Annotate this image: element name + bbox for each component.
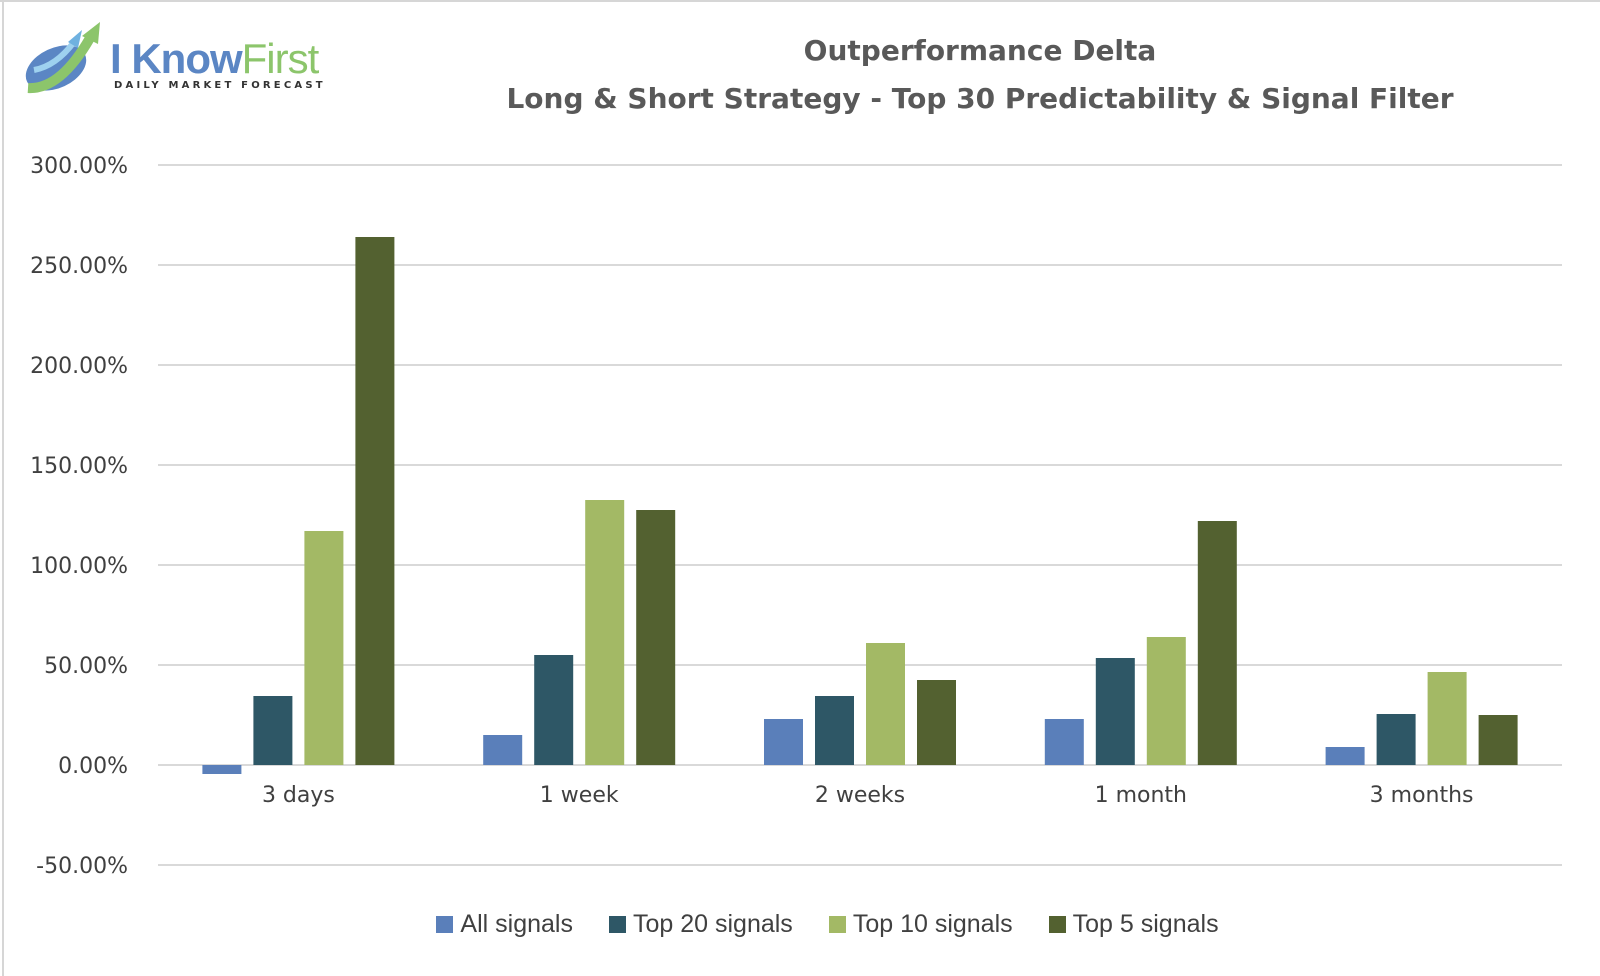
y-tick-label: 0.00% [58,754,128,779]
rising-arrow-logo-icon [25,22,100,94]
x-tick-label: 2 weeks [815,783,905,808]
logo-tagline: DAILY MARKET FORECAST [114,80,326,91]
y-tick-label: 250.00% [30,254,128,279]
bar-top-10-signals-1-month [1146,637,1186,765]
legend: All signals Top 20 signals Top 10 signals T… [0,910,1600,939]
y-axis-ticks: 300.00% 250.00% 200.00% 150.00% 100.00% 50.00… [30,154,128,879]
x-tick-label: 3 days [262,783,335,808]
y-tick-label: 200.00% [30,354,128,379]
bar-top-5-signals-3-months [1478,715,1518,765]
bar-top-10-signals-1-week [585,500,625,765]
x-tick-label: 3 months [1370,783,1474,808]
sheet-gridline-left [2,0,4,976]
chart-title: Outperformance Delta [803,34,1157,67]
i-know-first-logo: I KnowFirst DAILY MARKET FORECAST [20,18,380,102]
bar-top-20-signals-3-days [253,696,293,765]
bar-top-20-signals-1-week [534,655,574,765]
bar-all-signals-1-month [1044,719,1084,765]
y-tick-label: 300.00% [30,154,128,179]
bar-all-signals-1-week [483,735,523,765]
bar-top-5-signals-1-month [1197,521,1237,765]
legend-label: Top 20 signals [632,910,793,938]
bar-top-20-signals-1-month [1095,658,1135,765]
logo-wordmark-first: First [241,35,320,82]
bar-top-10-signals-3-days [304,531,344,765]
chart-subtitle: Long & Short Strategy - Top 30 Predictab… [506,82,1454,115]
bar-top-10-signals-2-weeks [866,643,905,765]
logo-wordmark-know: I Know [110,35,243,82]
legend-label: All signals [460,910,573,938]
x-tick-label: 1 month [1095,783,1187,808]
bars [202,237,1518,774]
legend-swatch [608,916,626,933]
bar-top-5-signals-2-weeks [917,680,956,765]
bar-all-signals-3-days [202,765,242,774]
legend-label: Top 10 signals [852,910,1013,938]
legend-item: All signals [436,910,573,939]
y-tick-label: 100.00% [30,554,128,579]
logo-wordmark: I KnowFirst [110,35,320,82]
legend-item: Top 20 signals [608,910,793,939]
bar-all-signals-2-weeks [764,719,803,765]
bar-top-5-signals-3-days [355,237,395,765]
x-tick-label: 1 week [540,783,619,808]
bar-top-10-signals-3-months [1427,672,1467,765]
bar-top-20-signals-3-months [1376,714,1416,765]
legend-item: Top 5 signals [1048,910,1219,939]
legend-item: Top 10 signals [828,910,1013,939]
legend-swatch [1048,916,1066,933]
bar-top-5-signals-1-week [636,510,676,765]
y-tick-label: 150.00% [30,454,128,479]
legend-swatch [436,916,454,933]
legend-label: Top 5 signals [1072,910,1219,938]
bar-top-20-signals-2-weeks [815,696,854,765]
bar-all-signals-3-months [1325,747,1365,765]
y-tick-label: -50.00% [36,854,128,879]
x-axis-ticks: 3 days 1 week 2 weeks 1 month 3 months [262,783,1474,808]
sheet-gridline-top [0,0,1600,2]
legend-swatch [828,916,846,933]
y-tick-label: 50.00% [44,654,128,679]
